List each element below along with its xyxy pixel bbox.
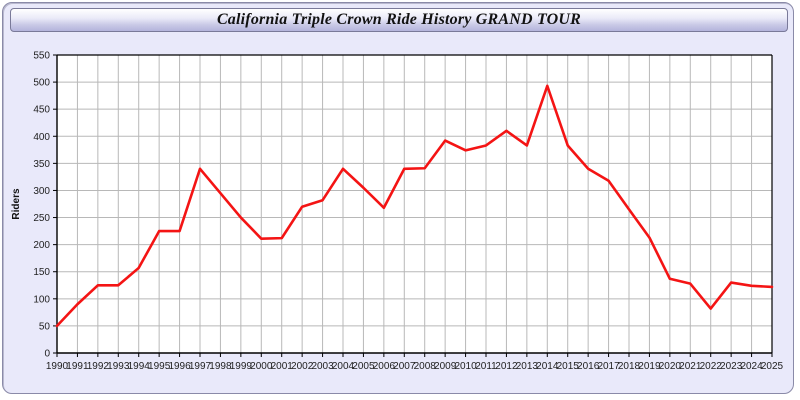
x-axis-tick-label: 2009 [434, 361, 457, 372]
x-axis-tick-label: 2011 [475, 361, 497, 372]
x-axis-tick-label: 2014 [536, 361, 559, 372]
data-series-riders [55, 84, 774, 328]
y-axis-tick-label: 550 [33, 51, 50, 62]
y-axis-tick-label: 250 [33, 213, 50, 224]
x-axis-tick-label: 2003 [311, 361, 334, 372]
x-axis-tick-label: 2016 [577, 361, 600, 372]
x-axis-tick-label: 2022 [700, 361, 723, 372]
x-axis-tick-label: 2004 [332, 361, 355, 372]
x-axis-tick-label: 1999 [230, 361, 253, 372]
x-axis-tick-label: 2017 [597, 361, 620, 372]
x-axis-tick-label: 2002 [291, 361, 314, 372]
plot-background [57, 55, 772, 353]
x-axis-tick-label: 2020 [659, 361, 682, 372]
y-axis-tick-label: 450 [33, 105, 50, 116]
window-titlebar: California Triple Crown Ride History GRA… [10, 8, 788, 32]
x-axis-tick-label: 2019 [638, 361, 661, 372]
x-axis-tick-label: 2006 [373, 361, 396, 372]
page-title: California Triple Crown Ride History GRA… [216, 11, 582, 28]
y-axis-tick-label: 350 [33, 159, 50, 170]
y-axis-tick-label: 500 [33, 78, 50, 89]
y-axis-tick-label: 50 [39, 321, 51, 332]
y-axis-tick-label: 150 [33, 267, 50, 278]
x-axis-tick-label: 1993 [107, 361, 130, 372]
y-axis-tick-label: 0 [44, 349, 50, 360]
x-axis-tick-label: 2012 [495, 361, 518, 372]
x-axis-tick-label: 2024 [740, 361, 763, 372]
x-axis-tick-label: 2018 [618, 361, 641, 372]
y-axis-tick-label: 300 [33, 186, 50, 197]
x-axis-tick-label: 2000 [250, 361, 273, 372]
x-axis-tick-label: 2025 [761, 361, 784, 372]
x-axis-tick-label: 1995 [148, 361, 171, 372]
x-axis-tick-label: 2007 [393, 361, 416, 372]
x-axis-tick-label: 2005 [352, 361, 375, 372]
x-axis-tick-label: 1991 [66, 361, 89, 372]
x-axis-tick-label: 1998 [209, 361, 232, 372]
x-axis-tick-label: 2013 [516, 361, 539, 372]
x-axis-tick-label: 2021 [679, 361, 702, 372]
x-axis-tick-label: 2008 [414, 361, 437, 372]
x-axis-tick-label: 2023 [720, 361, 743, 372]
x-axis-tick-label: 2001 [271, 361, 294, 372]
x-axis-tick-label: 1997 [189, 361, 212, 372]
y-axis-tick-label: 100 [33, 294, 50, 305]
y-axis-tick-label: 200 [33, 240, 50, 251]
x-axis-tick-label: 2010 [454, 361, 477, 372]
y-axis-title: Riders [11, 188, 22, 220]
x-axis-tick-label: 1996 [168, 361, 191, 372]
x-axis-tick-label: 1994 [128, 361, 151, 372]
x-axis-tick-label: 2015 [557, 361, 580, 372]
x-axis-tick-label: 1992 [87, 361, 110, 372]
x-axis-tick-label: 1990 [46, 361, 69, 372]
y-axis-tick-label: 400 [33, 132, 50, 143]
